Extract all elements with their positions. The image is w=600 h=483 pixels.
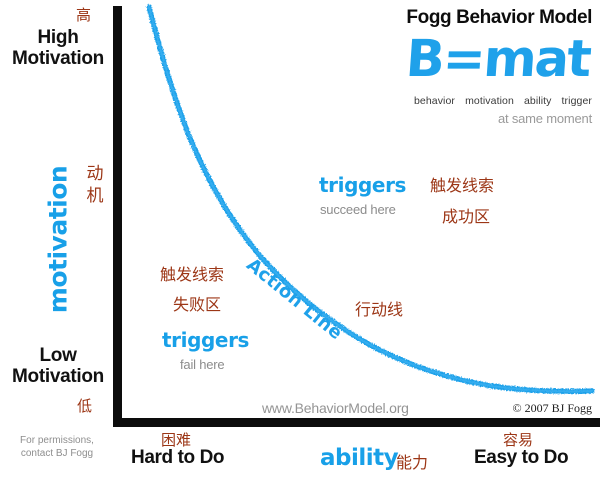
y-axis-high-cjk-label: 高 <box>76 6 92 24</box>
formula-term-motivation: motivation <box>465 95 514 107</box>
triggers-succeed-subtitle: succeed here <box>320 202 396 217</box>
triggers-fail-title: triggers <box>162 328 250 352</box>
axis-origin-corner <box>113 418 122 427</box>
formula-term-behavior: behavior <box>413 95 456 107</box>
action-line-cjk-label: 行动线 <box>355 300 404 319</box>
formula-bmat: B=mat <box>404 30 593 89</box>
formula-terms-legend: behavior motivation ability trigger <box>414 95 592 107</box>
site-url[interactable]: www.BehaviorModel.org <box>262 400 409 416</box>
y-axis-title-cjk: 动机 <box>86 164 104 207</box>
x-axis-title: ability <box>320 445 399 471</box>
triggers-fail-subtitle: fail here <box>180 357 225 372</box>
formula-term-trigger: trigger <box>561 95 592 107</box>
x-axis-hard-cjk-label: 困难 <box>161 431 192 449</box>
action-line-label: Action Line <box>242 254 347 345</box>
x-axis-easy-cjk-label: 容易 <box>503 431 534 449</box>
triggers-fail-cjk-line1: 触发线索 <box>160 265 225 284</box>
triggers-succeed-cjk-line2: 成功区 <box>442 207 491 226</box>
x-axis-title-cjk: 能力 <box>396 453 429 472</box>
y-axis-low-label: Low Motivation <box>12 345 104 388</box>
formula-note: at same moment <box>497 111 592 126</box>
y-axis-low-cjk-label: 低 <box>77 397 93 415</box>
formula-term-ability: ability <box>523 95 552 107</box>
y-axis-title: motivation <box>43 165 73 314</box>
triggers-succeed-title: triggers <box>319 173 407 197</box>
copyright-notice: © 2007 BJ Fogg <box>512 401 592 415</box>
permissions-note: For permissions, contact BJ Fogg <box>20 435 94 460</box>
y-axis-line <box>113 6 122 427</box>
x-axis-line <box>113 418 600 427</box>
triggers-fail-cjk-line2: 失败区 <box>173 295 222 314</box>
triggers-succeed-cjk-line1: 触发线索 <box>430 176 495 195</box>
page-title: Fogg Behavior Model <box>406 7 592 28</box>
x-axis-easy-label: Easy to Do <box>474 447 569 468</box>
y-axis-high-label: High Motivation <box>12 27 104 70</box>
x-axis-hard-label: Hard to Do <box>131 447 225 468</box>
